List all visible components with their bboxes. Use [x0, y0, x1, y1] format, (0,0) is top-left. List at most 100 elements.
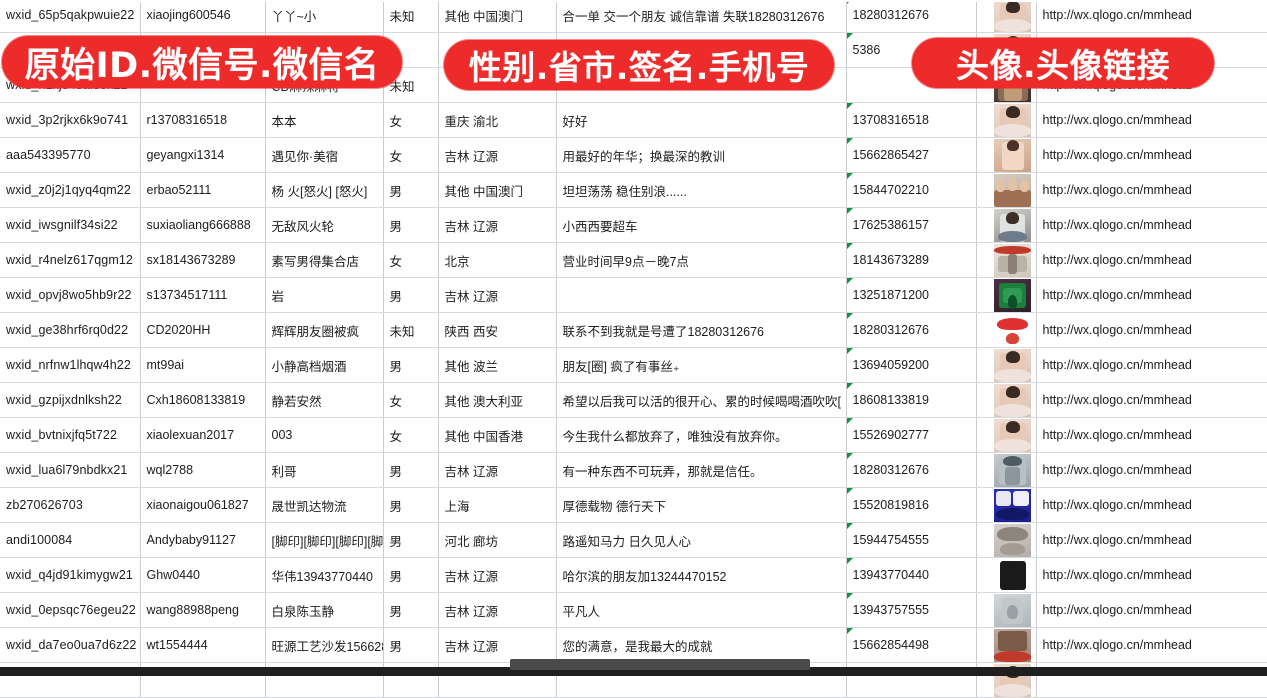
cell-phone-number[interactable]: 15944754555	[846, 522, 977, 558]
cell-wechat-id[interactable]: xiaolexuan2017	[140, 417, 266, 453]
cell-gender[interactable]: 男	[383, 172, 439, 208]
cell-avatar[interactable]	[976, 207, 1037, 243]
cell-signature[interactable]: 厚德载物 德行天下	[556, 487, 847, 523]
cell-gender[interactable]: 男	[383, 207, 439, 243]
cell-province-city[interactable]: 河北 廊坊	[438, 522, 557, 558]
cell-phone-number[interactable]: 18280312676	[846, 0, 977, 33]
cell-phone-number[interactable]: 17625386157	[846, 207, 977, 243]
cell-wechat-name[interactable]: 岩	[265, 277, 384, 313]
table-row[interactable]: aaa543395770 geyangxi1314 遇见你·美宿女吉林 辽源 用最好的…	[0, 137, 1267, 173]
cell-gender[interactable]: 未知	[383, 0, 439, 33]
cell-avatar-url[interactable]: http://wx.qlogo.cn/mmhead	[1036, 557, 1267, 593]
cell-gender[interactable]: 女	[383, 102, 439, 138]
table-row[interactable]: wxid_65p5qakpwuie22 xiaojing600546 丫丫~小 未知其…	[0, 0, 1267, 33]
cell-province-city[interactable]: 北京	[438, 242, 557, 278]
cell-original-id[interactable]: wxid_lua6l79nbdkx21	[0, 452, 141, 488]
cell-phone-number[interactable]: 18280312676	[846, 452, 977, 488]
cell-province-city[interactable]: 其他 澳大利亚	[438, 382, 557, 418]
horizontal-scrollbar-track[interactable]	[0, 667, 1267, 676]
table-row[interactable]: wxid_gzpijxdnlksh22 Cxh18608133819 静若安然女其他…	[0, 382, 1267, 418]
cell-avatar-url[interactable]: http://wx.qlogo.cn/mmhead	[1036, 417, 1267, 453]
cell-signature[interactable]: 坦坦荡荡 稳住别浪......	[556, 172, 847, 208]
cell-gender[interactable]: 男	[383, 557, 439, 593]
cell-signature[interactable]: 平凡人	[556, 592, 847, 628]
cell-gender[interactable]: 男	[383, 592, 439, 628]
cell-wechat-name[interactable]: 静若安然	[265, 382, 384, 418]
cell-phone-number[interactable]: 13708316518	[846, 102, 977, 138]
cell-gender[interactable]: 女	[383, 382, 439, 418]
cell-avatar[interactable]	[976, 452, 1037, 488]
cell-signature[interactable]: 小西西要超车	[556, 207, 847, 243]
cell-province-city[interactable]: 吉林 辽源	[438, 557, 557, 593]
cell-gender[interactable]: 男	[383, 452, 439, 488]
cell-signature[interactable]: 今生我什么都放弃了，唯独没有放弃你。	[556, 417, 847, 453]
cell-wechat-name[interactable]: 白泉陈玉静	[265, 592, 384, 628]
cell-avatar-url[interactable]: http://wx.qlogo.cn/mmhead	[1036, 312, 1267, 348]
table-row[interactable]: wxid_bvtnixjfq5t722 xiaolexuan2017 003 女其他 …	[0, 417, 1267, 453]
cell-province-city[interactable]: 上海	[438, 487, 557, 523]
table-row[interactable]: wxid_3p2rjkx6k9o741 r13708316518 本本女重庆 渝北好…	[0, 102, 1267, 138]
cell-signature[interactable]: 朋友[圈] 疯了有事丝₊	[556, 347, 847, 383]
cell-wechat-id[interactable]: geyangxi1314	[140, 137, 266, 173]
cell-gender[interactable]: 男	[383, 487, 439, 523]
table-row[interactable]: wxid_q4jd91kimygw21 Ghw0440 华伟13943770440 男…	[0, 557, 1267, 593]
cell-original-id[interactable]: wxid_r4nelz617qgm12	[0, 242, 141, 278]
table-row[interactable]: wxid_0epsqc76egeu22 wang88988peng 白泉陈玉静男吉林…	[0, 592, 1267, 628]
table-row[interactable]: wxid_da7eo0ua7d6z22wt1554444旺源工艺沙发156628…	[0, 627, 1267, 663]
cell-signature[interactable]: 好好	[556, 102, 847, 138]
cell-avatar[interactable]	[976, 382, 1037, 418]
cell-phone-number[interactable]: 13694059200	[846, 347, 977, 383]
cell-wechat-id[interactable]: Ghw0440	[140, 557, 266, 593]
cell-wechat-id[interactable]: mt99ai	[140, 347, 266, 383]
cell-phone-number[interactable]: 13251871200	[846, 277, 977, 313]
cell-avatar-url[interactable]: http://wx.qlogo.cn/mmhead	[1036, 452, 1267, 488]
cell-phone-number[interactable]: 15662865427	[846, 137, 977, 173]
cell-phone-number[interactable]: 18608133819	[846, 382, 977, 418]
cell-original-id[interactable]: wxid_q4jd91kimygw21	[0, 557, 141, 593]
cell-gender[interactable]: 男	[383, 627, 439, 663]
cell-gender[interactable]: 男	[383, 522, 439, 558]
cell-wechat-name[interactable]: 旺源工艺沙发15662854	[265, 627, 384, 663]
cell-avatar[interactable]	[976, 557, 1037, 593]
cell-wechat-name[interactable]: 003	[265, 417, 384, 453]
cell-signature[interactable]	[556, 277, 847, 313]
cell-avatar[interactable]	[976, 102, 1037, 138]
cell-wechat-name[interactable]: 利哥	[265, 452, 384, 488]
cell-avatar-url[interactable]: http://wx.qlogo.cn/mmhead	[1036, 172, 1267, 208]
cell-wechat-id[interactable]: CD2020HH	[140, 312, 266, 348]
cell-avatar-url[interactable]: http://wx.qlogo.cn/mmhead	[1036, 242, 1267, 278]
table-row[interactable]: wxid_ge38hrf6rq0d22 CD2020HH 辉辉朋友圈被疯 未知 陕西 西…	[0, 312, 1267, 348]
cell-wechat-id[interactable]: erbao52111	[140, 172, 266, 208]
cell-signature[interactable]: 联系不到我就是号遭了18280312676	[556, 312, 847, 348]
cell-avatar[interactable]	[976, 242, 1037, 278]
cell-province-city[interactable]: 重庆 渝北	[438, 102, 557, 138]
cell-original-id[interactable]: wxid_3p2rjkx6k9o741	[0, 102, 141, 138]
cell-province-city[interactable]: 吉林 辽源	[438, 207, 557, 243]
cell-avatar-url[interactable]: http://wx.qlogo.cn/mmhead	[1036, 347, 1267, 383]
cell-original-id[interactable]: wxid_gzpijxdnlksh22	[0, 382, 141, 418]
cell-wechat-id[interactable]: xiaonaigou061827	[140, 487, 266, 523]
cell-avatar-url[interactable]: http://wx.qlogo.cn/mmhead	[1036, 487, 1267, 523]
cell-original-id[interactable]: wxid_65p5qakpwuie22	[0, 0, 141, 33]
table-row[interactable]: andi100084Andybaby91127[脚印][脚印][脚印][脚印男河…	[0, 522, 1267, 558]
cell-wechat-name[interactable]: 无敌风火轮	[265, 207, 384, 243]
cell-wechat-id[interactable]: wang88988peng	[140, 592, 266, 628]
cell-wechat-id[interactable]: suxiaoliang666888	[140, 207, 266, 243]
cell-wechat-name[interactable]: 素写男得集合店	[265, 242, 384, 278]
cell-original-id[interactable]: wxid_da7eo0ua7d6z22	[0, 627, 141, 663]
cell-avatar[interactable]	[976, 592, 1037, 628]
cell-wechat-id[interactable]: sx18143673289	[140, 242, 266, 278]
table-row[interactable]: wxid_nrfnw1lhqw4h22 mt99ai 小静高档烟酒男其他 波兰 朋友[…	[0, 347, 1267, 383]
cell-province-city[interactable]: 其他 中国香港	[438, 417, 557, 453]
cell-wechat-id[interactable]: wql2788	[140, 452, 266, 488]
cell-gender[interactable]: 男	[383, 277, 439, 313]
cell-avatar-url[interactable]: http://wx.qlogo.cn/mmhead	[1036, 627, 1267, 663]
cell-phone-number[interactable]: 13943757555	[846, 592, 977, 628]
cell-province-city[interactable]: 其他 中国澳门	[438, 172, 557, 208]
cell-phone-number[interactable]: 13943770440	[846, 557, 977, 593]
cell-gender[interactable]: 女	[383, 417, 439, 453]
cell-avatar-url[interactable]: http://wx.qlogo.cn/mmhead	[1036, 592, 1267, 628]
cell-phone-number[interactable]: 15844702210	[846, 172, 977, 208]
